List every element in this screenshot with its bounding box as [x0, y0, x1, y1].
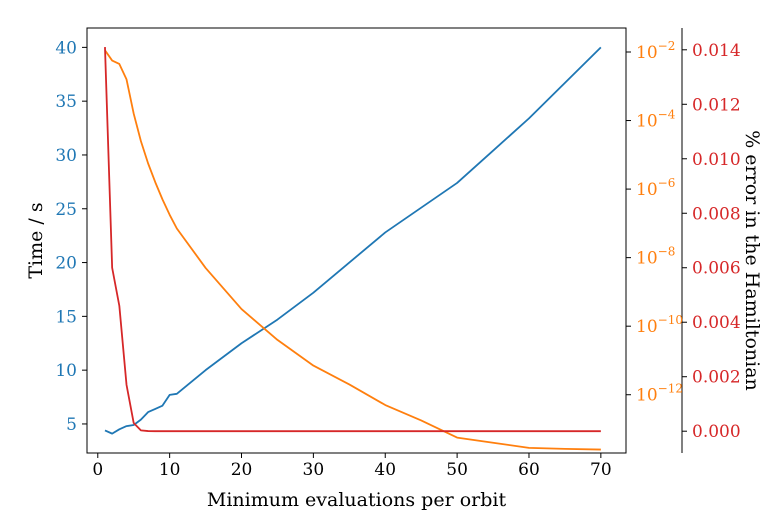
y-tick-label-time: 20 — [55, 254, 77, 274]
y-tick-label-time: 15 — [55, 307, 77, 327]
y-axis-label-time: Time / s — [25, 202, 47, 278]
series-line-log_error — [104, 49, 601, 451]
y-tick-label-pct-error: 0.010 — [692, 150, 741, 170]
y-tick-label-pct-error: 0.006 — [692, 259, 741, 279]
series-lines — [104, 46, 602, 451]
y-tick-label-pct-error: 0.014 — [692, 41, 741, 61]
y-tick-label-log-error: 10−6 — [636, 176, 675, 200]
x-tick-label: 10 — [159, 460, 181, 480]
x-tick-label: 20 — [231, 460, 253, 480]
y-tick-label-pct-error: 0.008 — [692, 204, 741, 224]
y-axis-label-error: % error in the Hamiltonian — [741, 130, 763, 391]
y-tick-label-log-error: 10−2 — [636, 39, 675, 63]
y-tick-label-time: 40 — [55, 38, 77, 58]
y-tick-label-pct-error: 0.004 — [692, 313, 741, 333]
y-tick-label-pct-error: 0.002 — [692, 368, 741, 388]
plot-frame — [86, 27, 627, 454]
x-tick-label: 0 — [92, 460, 103, 480]
y-tick-label-pct-error: 0.000 — [692, 422, 741, 442]
y-tick-label-pct-error: 0.012 — [692, 95, 741, 115]
y-tick-label-time: 30 — [55, 146, 77, 166]
y-tick-label-log-error: 10−4 — [636, 108, 676, 132]
x-tick-label: 60 — [518, 460, 540, 480]
y-tick-label-log-error: 10−10 — [636, 313, 683, 337]
y-tick-label-time: 5 — [66, 415, 77, 435]
series-line-pct_error — [104, 47, 601, 433]
x-tick-label: 70 — [590, 460, 612, 480]
y-tick-label-time: 10 — [55, 361, 77, 381]
x-tick-label: 50 — [446, 460, 468, 480]
series-line-time — [104, 46, 602, 435]
x-tick-label: 40 — [374, 460, 396, 480]
y-tick-label-time: 25 — [55, 200, 77, 220]
x-axis-label: Minimum evaluations per orbit — [207, 489, 507, 511]
y-tick-label-log-error: 10−8 — [636, 245, 675, 269]
y-tick-label-log-error: 10−12 — [636, 382, 683, 406]
x-tick-label: 30 — [303, 460, 325, 480]
y-tick-label-time: 35 — [55, 92, 77, 112]
axes: 0 10 20 30 40 50 60 70 5 10 15 20 25 30 35 40 10−12 10−10… — [55, 27, 741, 480]
